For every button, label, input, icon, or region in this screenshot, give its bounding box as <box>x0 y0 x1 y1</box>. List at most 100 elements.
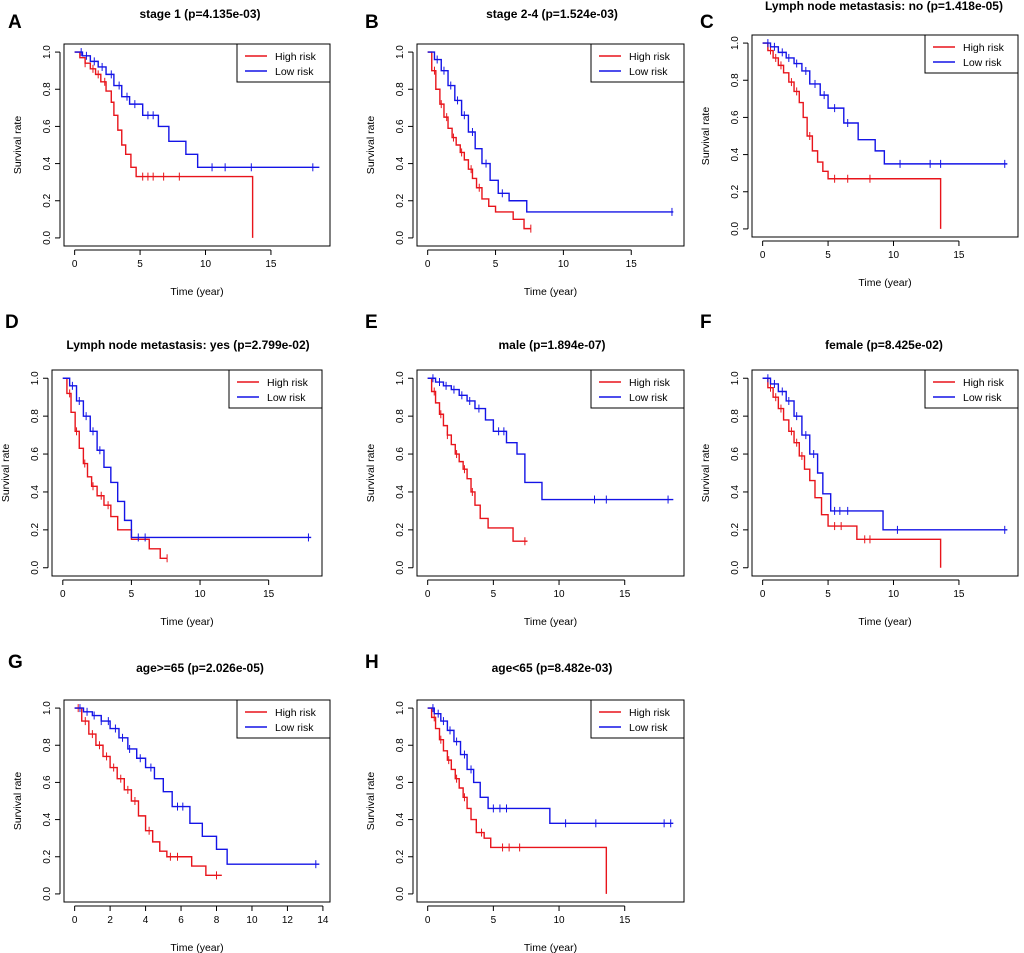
y-axis-label: Survival rate <box>12 116 24 175</box>
y-tick-label: 0.8 <box>395 409 406 423</box>
legend-box <box>228 369 323 409</box>
legend-label-high-risk: High risk <box>275 51 317 63</box>
y-tick-label: 0.2 <box>395 522 406 536</box>
panel-letter: C <box>700 12 714 33</box>
x-tick-label: 8 <box>214 915 220 926</box>
x-tick-label: 10 <box>553 915 565 926</box>
legend-box <box>590 699 685 739</box>
y-tick-label: 0.4 <box>730 485 741 499</box>
x-tick-label: 6 <box>178 915 184 926</box>
x-axis-label: Time (year) <box>170 942 223 953</box>
x-tick-label: 4 <box>143 915 149 926</box>
x-tick-label: 5 <box>491 589 497 600</box>
curve-high-risk <box>762 377 942 568</box>
chart-title: age>=65 (p=2.026e-05) <box>136 661 264 675</box>
y-tick-label: 0.8 <box>730 409 741 423</box>
x-tick-label: 12 <box>282 915 294 926</box>
y-tick-label: 0.0 <box>395 231 406 245</box>
curve-high-risk <box>74 51 254 238</box>
plot-frame <box>51 369 323 577</box>
x-tick-label: 15 <box>626 259 638 270</box>
x-tick-label: 5 <box>129 589 135 600</box>
curve-high-risk <box>74 707 222 877</box>
x-tick-label: 10 <box>888 250 900 261</box>
legend-label-high-risk: High risk <box>275 707 317 719</box>
curve-low-risk <box>74 707 320 865</box>
x-axis-label: Time (year) <box>858 277 911 289</box>
x-tick-label: 10 <box>558 259 570 270</box>
x-tick-label: 5 <box>137 259 143 270</box>
legend-label-high-risk: High risk <box>963 42 1005 54</box>
x-tick-label: 15 <box>619 915 631 926</box>
y-tick-label: 1.0 <box>395 701 406 715</box>
y-axis-label: Survival rate <box>12 772 24 831</box>
y-tick-label: 0.4 <box>730 147 741 161</box>
y-tick-label: 0.2 <box>42 193 53 207</box>
curve-high-risk <box>62 377 168 559</box>
plot-frame <box>416 43 685 247</box>
legend-box <box>236 43 331 83</box>
legend-label-low-risk: Low risk <box>629 722 668 734</box>
panel-letter: E <box>365 312 378 333</box>
y-tick-label: 0.8 <box>730 73 741 87</box>
x-tick-label: 5 <box>825 250 831 261</box>
chart-title: Lymph node metastasis: no (p=1.418e-05) <box>765 0 1003 13</box>
legend-label-high-risk: High risk <box>963 377 1005 389</box>
x-tick-label: 0 <box>60 589 66 600</box>
x-tick-label: 15 <box>953 250 965 261</box>
x-tick-label: 0 <box>72 915 78 926</box>
y-tick-label: 0.8 <box>30 409 41 423</box>
y-tick-label: 0.2 <box>730 522 741 536</box>
plot-frame <box>751 369 1019 577</box>
x-axis-label: Time (year) <box>524 942 577 953</box>
x-tick-label: 10 <box>888 589 900 600</box>
x-axis-label: Time (year) <box>524 286 577 298</box>
plot-frame <box>63 43 331 247</box>
x-tick-label: 10 <box>194 589 206 600</box>
y-tick-label: 0.2 <box>395 849 406 863</box>
y-tick-label: 0.0 <box>730 222 741 236</box>
y-tick-label: 1.0 <box>30 371 41 385</box>
curve-high-risk <box>427 51 531 230</box>
y-tick-label: 0.2 <box>30 522 41 536</box>
legend-box <box>924 369 1019 409</box>
y-tick-label: 0.6 <box>730 447 741 461</box>
y-tick-label: 1.0 <box>730 371 741 385</box>
y-tick-label: 1.0 <box>42 45 53 59</box>
x-tick-label: 15 <box>263 589 275 600</box>
curve-high-risk <box>762 42 942 229</box>
y-tick-label: 0.6 <box>730 110 741 124</box>
legend-label-high-risk: High risk <box>267 377 309 389</box>
y-tick-label: 0.4 <box>30 485 41 499</box>
x-tick-label: 10 <box>246 915 258 926</box>
panel-letter: F <box>700 312 712 333</box>
chart-title: male (p=1.894e-07) <box>498 338 605 352</box>
curve-low-risk <box>74 51 320 169</box>
chart-title: stage 1 (p=4.135e-03) <box>139 7 260 21</box>
legend-label-low-risk: Low risk <box>629 392 668 404</box>
plot-frame <box>63 699 331 903</box>
x-tick-label: 10 <box>200 259 212 270</box>
y-tick-label: 0.6 <box>395 775 406 789</box>
chart-title: age<65 (p=8.482e-03) <box>492 661 613 675</box>
y-tick-label: 0.8 <box>395 82 406 96</box>
x-tick-label: 15 <box>619 589 631 600</box>
y-tick-label: 0.4 <box>42 812 53 826</box>
plot-frame <box>416 699 685 903</box>
x-axis-label: Time (year) <box>170 286 223 298</box>
chart-panel-d: D Lymph node metastasis: yes (p=2.799e-02… <box>0 312 323 628</box>
x-tick-label: 15 <box>265 259 277 270</box>
y-axis-label: Survival rate <box>365 116 377 175</box>
panel-letter: A <box>8 12 22 33</box>
curve-low-risk <box>427 377 674 501</box>
y-tick-label: 0.4 <box>42 156 53 170</box>
legend-label-low-risk: Low risk <box>963 57 1002 69</box>
x-axis-label: Time (year) <box>524 616 577 628</box>
y-tick-label: 0.6 <box>395 447 406 461</box>
legend-label-low-risk: Low risk <box>629 66 668 78</box>
y-tick-label: 0.0 <box>42 231 53 245</box>
